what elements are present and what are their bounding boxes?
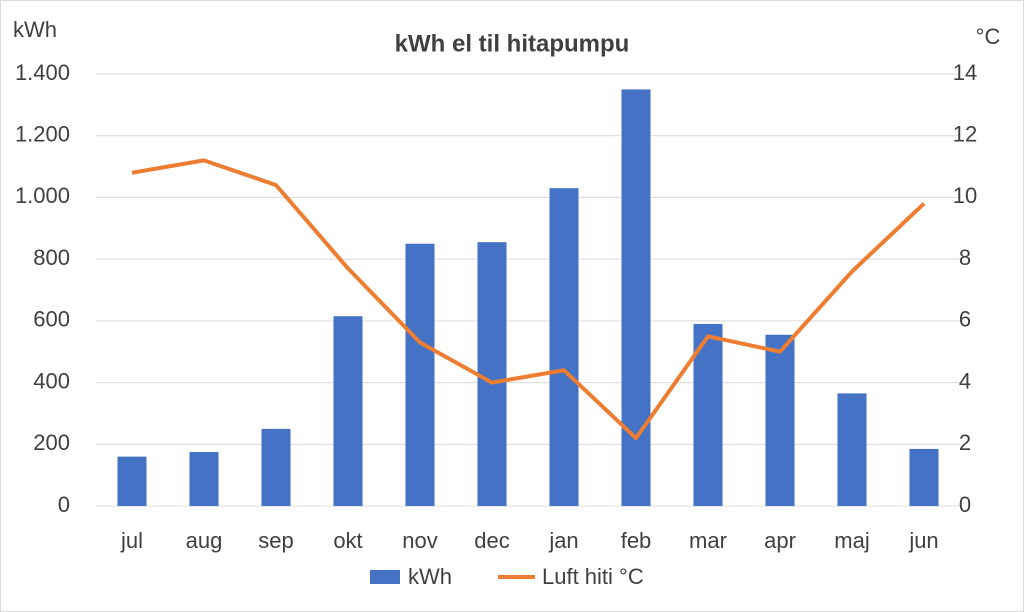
x-tick-label: okt — [333, 528, 362, 553]
y2-tick-label: 0 — [959, 492, 971, 517]
chart-title: kWh el til hitapumpu — [395, 30, 630, 57]
bar — [549, 188, 579, 506]
y2-tick-label: 10 — [953, 183, 977, 208]
x-tick-label: feb — [621, 528, 652, 553]
bar — [261, 428, 291, 506]
bar — [405, 243, 435, 506]
x-tick-label: aug — [186, 528, 223, 553]
bar — [837, 393, 867, 506]
legend-label: kWh — [408, 564, 452, 589]
bar — [189, 452, 219, 506]
y-tick-label: 1.400 — [15, 60, 70, 85]
x-tick-label: maj — [834, 528, 869, 553]
bar — [477, 242, 507, 506]
bar — [909, 448, 939, 506]
bar — [333, 316, 363, 506]
x-tick-label: mar — [689, 528, 727, 553]
y2-axis-label: °C — [976, 24, 1001, 49]
x-tick-label: jul — [120, 528, 143, 553]
y-tick-label: 200 — [33, 430, 70, 455]
x-tick-label: jan — [548, 528, 578, 553]
y2-tick-label: 4 — [959, 368, 971, 393]
y2-tick-label: 8 — [959, 245, 971, 270]
x-tick-label: apr — [764, 528, 796, 553]
y-tick-label: 1.200 — [15, 122, 70, 147]
x-tick-label: sep — [258, 528, 293, 553]
legend-swatch — [370, 570, 400, 584]
y-tick-label: 600 — [33, 307, 70, 332]
x-tick-label: nov — [402, 528, 437, 553]
y2-tick-label: 14 — [953, 60, 977, 85]
legend-label: Luft hiti °C — [542, 564, 644, 589]
x-tick-label: dec — [474, 528, 509, 553]
y2-tick-label: 6 — [959, 307, 971, 332]
y-axis-label: kWh — [13, 17, 57, 42]
x-tick-label: jun — [908, 528, 938, 553]
bar — [621, 89, 651, 506]
y2-tick-label: 12 — [953, 122, 977, 147]
y2-tick-label: 2 — [959, 430, 971, 455]
bar — [117, 456, 147, 506]
bar — [693, 323, 723, 506]
y-tick-label: 400 — [33, 368, 70, 393]
y-tick-label: 1.000 — [15, 183, 70, 208]
bar — [765, 334, 795, 506]
y-tick-label: 0 — [58, 492, 70, 517]
y-tick-label: 800 — [33, 245, 70, 270]
line — [131, 158, 926, 441]
